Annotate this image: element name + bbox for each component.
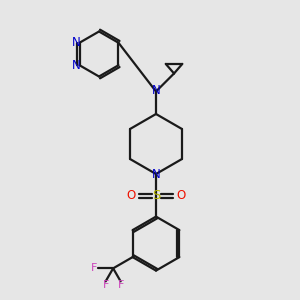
Text: F: F — [117, 280, 124, 290]
Text: N: N — [152, 84, 160, 97]
Text: O: O — [127, 189, 136, 202]
Text: S: S — [152, 189, 160, 202]
Text: F: F — [102, 280, 109, 290]
Text: O: O — [176, 189, 185, 202]
Text: N: N — [152, 167, 160, 181]
Text: N: N — [72, 36, 81, 49]
Text: N: N — [72, 59, 81, 72]
Text: F: F — [91, 263, 98, 273]
